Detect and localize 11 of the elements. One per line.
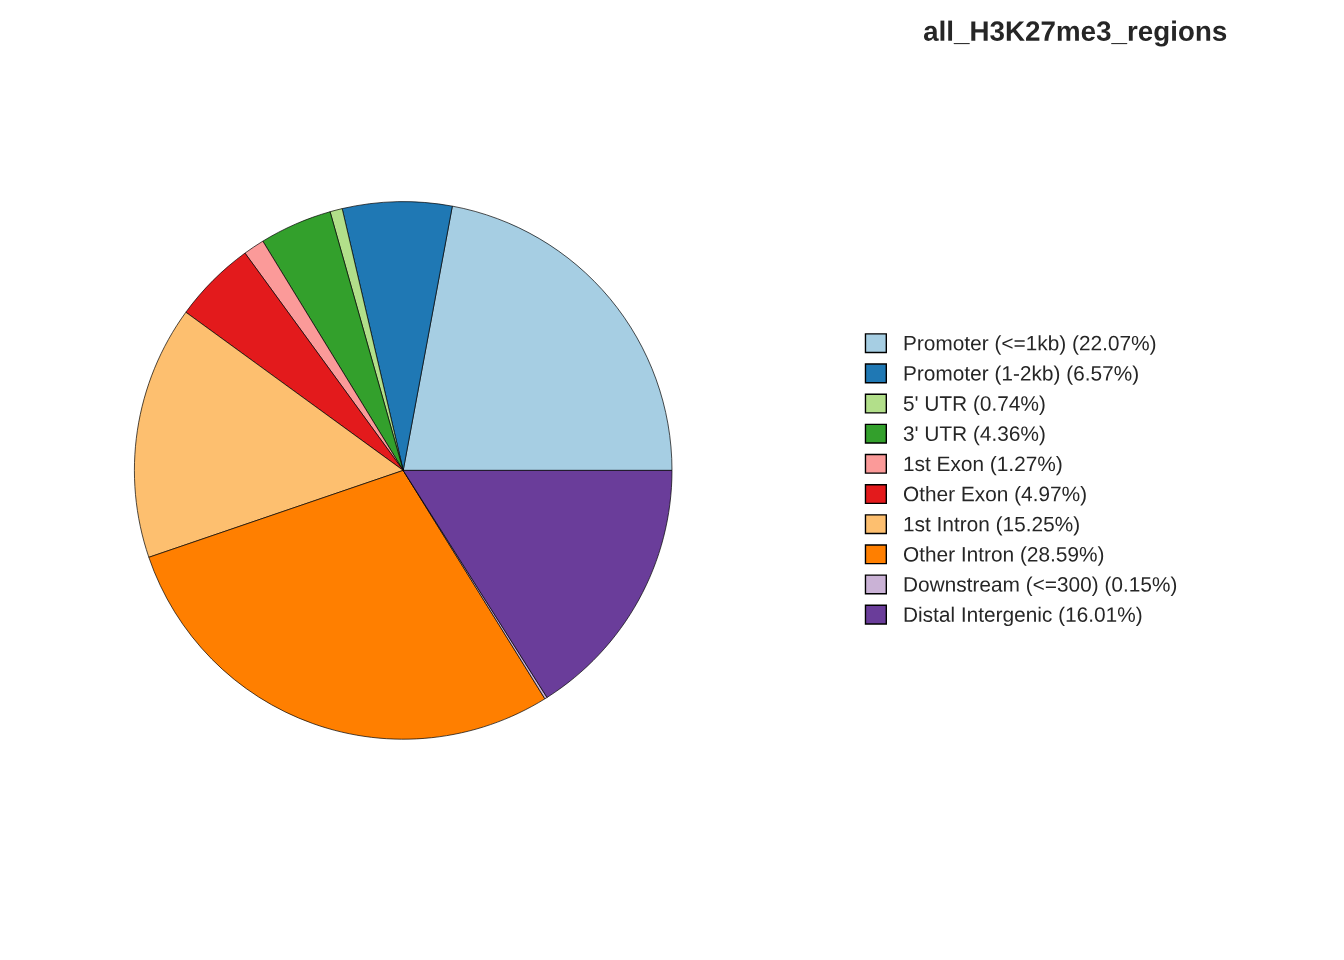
legend-label: Promoter (1-2kb) (6.57%) <box>904 365 1138 385</box>
legend-label: 1st Intron (15.25%) <box>904 516 1079 536</box>
legend-label: Distal Intergenic (16.01%) <box>904 606 1142 627</box>
legend-label: Downstream (<=300) (0.15%) <box>904 576 1177 596</box>
legend-label: Other Intron (28.59%) <box>903 546 1104 566</box>
legend-label: Promoter (<=1kb) (22.07%) <box>904 335 1156 355</box>
legend-label: Other Exon (4.97%) <box>903 486 1086 506</box>
legend-label: 5' UTR (0.74%) <box>903 395 1045 415</box>
legend-label: 1st Exon (1.27%) <box>904 455 1062 476</box>
legend-label: 3' UTR (4.36%) <box>903 425 1045 446</box>
chart-title: all_H3K27me3_regions <box>923 20 1227 47</box>
